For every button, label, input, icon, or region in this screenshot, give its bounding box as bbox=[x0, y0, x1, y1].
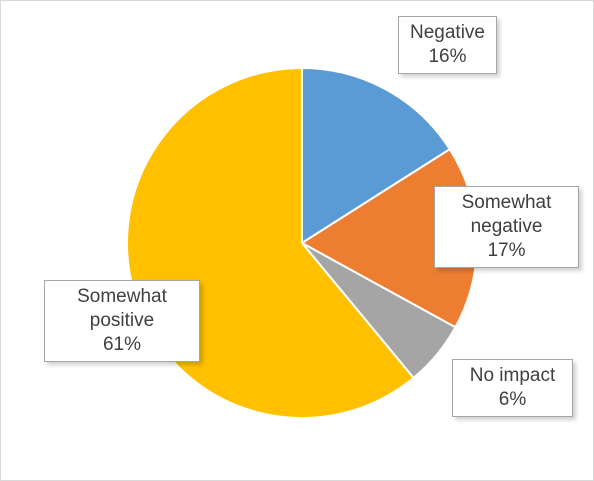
data-label-somewhat-negative-value: 17% bbox=[487, 240, 526, 261]
data-label-somewhat-negative: Somewhat negative 17% bbox=[434, 186, 579, 268]
pie-slice-negative bbox=[301, 67, 451, 244]
data-label-no-impact: No impact 6% bbox=[452, 359, 573, 417]
data-label-no-impact-value: 6% bbox=[498, 389, 527, 410]
data-label-somewhat-negative-name-1: Somewhat bbox=[461, 192, 552, 213]
data-label-somewhat-positive-value: 61% bbox=[102, 334, 142, 355]
data-label-somewhat-positive-name-2: positive bbox=[89, 310, 155, 331]
data-label-negative-value: 16% bbox=[428, 46, 467, 67]
data-label-somewhat-negative-name-2: negative bbox=[470, 216, 543, 237]
data-label-negative-name: Negative bbox=[410, 22, 485, 43]
data-label-no-impact-name: No impact bbox=[469, 365, 556, 386]
data-label-somewhat-positive-name-1: Somewhat bbox=[77, 286, 167, 307]
data-label-somewhat-positive: Somewhat positive 61% bbox=[44, 280, 200, 362]
data-label-negative: Negative 16% bbox=[398, 16, 497, 74]
